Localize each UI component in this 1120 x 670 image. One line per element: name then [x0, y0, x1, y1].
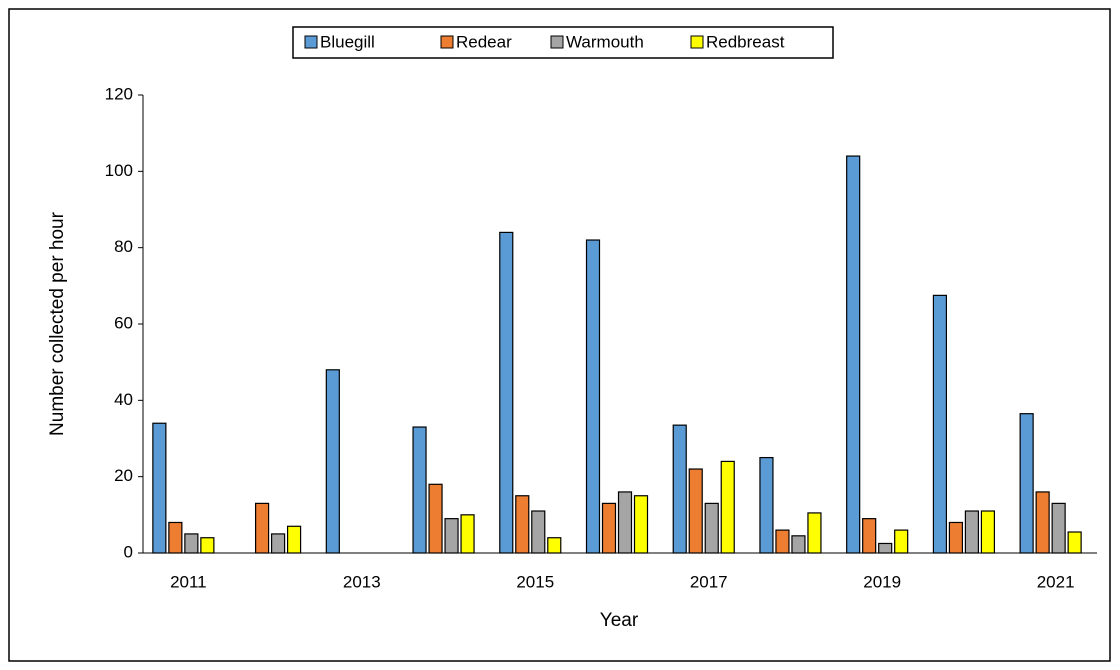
bar: [964, 510, 980, 554]
y-tick-label: 120: [105, 84, 133, 103]
y-tick-label: 40: [114, 390, 133, 409]
bar: [688, 468, 703, 554]
legend-label: Bluegill: [320, 32, 375, 51]
x-axis-title: Year: [600, 610, 639, 631]
x-tick-label: 2021: [1037, 572, 1075, 591]
legend-label: Redear: [456, 32, 512, 51]
bar: [184, 533, 199, 554]
legend-label: Warmouth: [566, 32, 644, 51]
legend-swatch: [550, 35, 564, 49]
x-tick-label: 2015: [516, 572, 554, 591]
bar: [720, 460, 735, 554]
bar: [704, 502, 719, 554]
bar: [168, 521, 183, 554]
bar: [894, 529, 909, 554]
bar: [531, 510, 546, 554]
y-tick-label: 80: [114, 237, 133, 256]
y-tick-label: 100: [105, 161, 133, 180]
bar: [254, 502, 270, 554]
bar: [270, 533, 286, 554]
bar: [775, 529, 790, 554]
y-tick-label: 0: [124, 542, 133, 561]
bar: [200, 537, 215, 554]
bar: [286, 525, 302, 554]
bar: [1067, 531, 1082, 554]
bar: [980, 510, 996, 554]
x-tick-label: 2013: [343, 572, 381, 591]
legend-swatch: [304, 35, 318, 49]
bar: [846, 155, 861, 554]
bar: [1035, 491, 1050, 554]
y-tick-label: 20: [114, 466, 133, 485]
chart-frame: [8, 8, 1111, 662]
bar: [759, 456, 774, 554]
bar: [444, 518, 459, 554]
bar: [428, 483, 443, 554]
y-tick-label: 60: [114, 313, 133, 332]
x-tick-label: 2011: [170, 572, 207, 591]
bar: [499, 231, 514, 554]
bar: [791, 535, 806, 554]
bar: [515, 495, 530, 554]
bar: [633, 495, 649, 554]
bar: [932, 294, 948, 554]
bar: [1051, 502, 1066, 554]
bar: [152, 422, 167, 554]
bar: [617, 491, 633, 554]
bar: [460, 514, 475, 554]
bar: [948, 521, 964, 554]
legend-label: Redbreast: [706, 32, 785, 51]
bar: [1019, 413, 1034, 554]
bar: [672, 424, 687, 554]
bar: [807, 512, 822, 554]
legend-swatch: [690, 35, 704, 49]
bar: [601, 502, 617, 554]
x-tick-label: 2017: [690, 572, 728, 591]
bar: [547, 537, 562, 554]
bar: [585, 239, 601, 554]
y-axis-title: Number collected per hour: [47, 211, 68, 436]
bar: [412, 426, 427, 554]
bar: [862, 518, 877, 554]
bar: [325, 369, 340, 554]
x-tick-label: 2019: [863, 572, 901, 591]
legend-swatch: [440, 35, 454, 49]
bar: [878, 542, 893, 554]
